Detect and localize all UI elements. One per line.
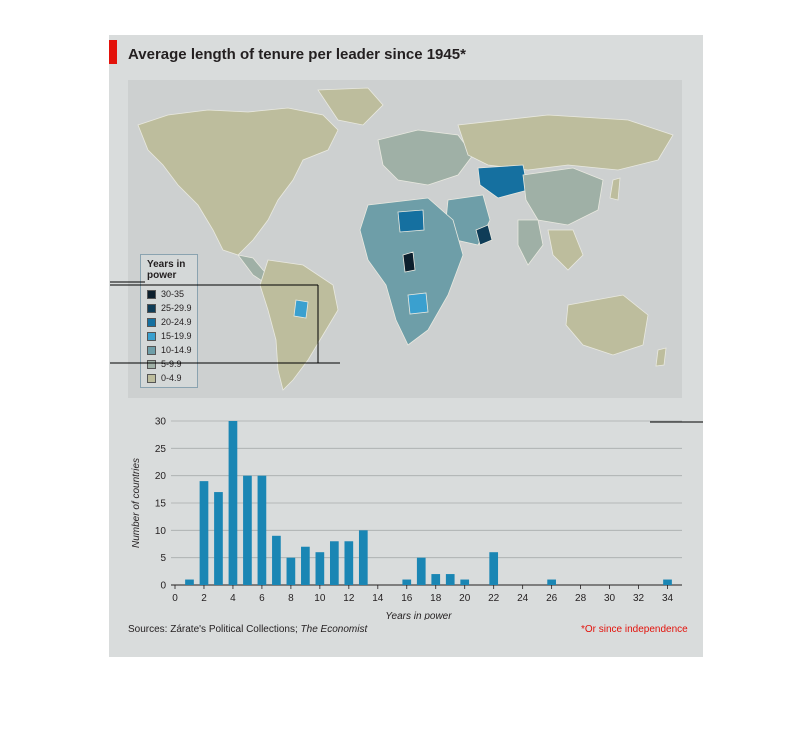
map-russia (457, 114, 674, 171)
map-japan (609, 177, 621, 201)
bar (358, 530, 368, 585)
x-tick-label: 28 (575, 593, 587, 604)
bar (286, 557, 296, 585)
map-angola (407, 292, 429, 315)
x-tick-label: 0 (172, 593, 178, 604)
bar (460, 579, 470, 585)
y-tick-label: 5 (160, 553, 166, 564)
bar (547, 579, 556, 585)
legend-label: 25-29.9 (161, 303, 192, 313)
map-north-america (137, 107, 339, 256)
bar (445, 574, 455, 585)
x-tick-label: 6 (259, 593, 265, 604)
map-new-zealand (655, 347, 667, 367)
legend-swatch (147, 331, 156, 341)
y-tick-label: 15 (155, 499, 167, 510)
legend-item: 10-14.9 (147, 343, 197, 357)
bar (185, 579, 194, 585)
x-tick-label: 24 (517, 593, 529, 604)
legend-label: 10-14.9 (161, 345, 192, 355)
x-tick-label: 14 (372, 593, 384, 604)
legend-title-line1: Years in (147, 259, 186, 270)
legend-item: 25-29.9 (147, 301, 197, 315)
map-cameroon (402, 251, 416, 273)
bar (301, 546, 310, 585)
bar (344, 541, 354, 585)
x-tick-label: 32 (633, 593, 645, 604)
bar (257, 475, 267, 585)
y-tick-label: 25 (155, 444, 167, 455)
bar (329, 541, 339, 585)
y-tick-label: 0 (160, 581, 166, 592)
map-europe (377, 129, 474, 186)
legend-swatch (147, 289, 156, 299)
map-greenland (317, 87, 384, 126)
bar (243, 475, 252, 585)
map-southeast-asia (547, 229, 584, 271)
legend-label: 5-9.9 (161, 359, 182, 369)
bar (402, 579, 412, 585)
bar (663, 579, 672, 585)
legend-title-line2: power (147, 270, 177, 281)
x-tick-label: 18 (430, 593, 442, 604)
x-tick-label: 30 (604, 593, 616, 604)
legend-swatch (147, 303, 156, 313)
legend-item: 5-9.9 (147, 357, 197, 371)
map-libya (397, 209, 425, 233)
map-oman (475, 224, 493, 246)
legend-list: 30-35 25-29.9 20-24.9 15-19.9 10-14.9 5-9.9 0-… (147, 287, 197, 385)
footnote: *Or since independence (581, 624, 688, 635)
bar (214, 492, 223, 585)
bar (199, 481, 209, 585)
bar (228, 421, 238, 585)
x-tick-label: 34 (662, 593, 674, 604)
y-tick-label: 30 (155, 417, 167, 428)
bar (272, 535, 281, 585)
legend-label: 0-4.9 (161, 373, 182, 383)
bar (431, 574, 441, 585)
bar (489, 552, 499, 585)
legend-swatch (147, 317, 156, 327)
x-axis-label: Years in power (385, 611, 452, 620)
world-map (137, 87, 674, 391)
legend-item: 15-19.9 (147, 329, 197, 343)
map-south-america (259, 259, 339, 391)
x-tick-label: 16 (401, 593, 413, 604)
x-tick-label: 4 (230, 593, 236, 604)
map-australia (565, 294, 649, 356)
y-axis-label: Number of countries (131, 458, 142, 548)
x-tick-label: 22 (488, 593, 500, 604)
brand-tab (109, 40, 117, 64)
bar (416, 557, 426, 585)
legend-item: 30-35 (147, 287, 197, 301)
map-kazakhstan (477, 164, 529, 199)
x-tick-label: 20 (459, 593, 471, 604)
sources-prefix: Sources: Zárate's Political Collections; (128, 624, 301, 635)
map-india (517, 219, 544, 266)
chart-title: Average length of tenure per leader sinc… (128, 46, 466, 63)
map-paraguay (293, 299, 309, 319)
map-africa (359, 197, 464, 346)
x-tick-label: 12 (343, 593, 355, 604)
legend-swatch (147, 345, 156, 355)
legend-label: 30-35 (161, 289, 185, 299)
y-tick-label: 20 (155, 471, 167, 482)
legend-swatch (147, 373, 156, 383)
legend-label: 20-24.9 (161, 317, 192, 327)
sources-note: Sources: Zárate's Political Collections;… (128, 624, 367, 635)
x-tick-label: 2 (201, 593, 207, 604)
legend-swatch (147, 359, 156, 369)
y-tick-label: 10 (155, 526, 167, 537)
x-tick-label: 8 (288, 593, 294, 604)
legend-label: 15-19.9 (161, 331, 192, 341)
x-tick-label: 26 (546, 593, 558, 604)
bar (315, 552, 325, 585)
sources-italic: The Economist (300, 624, 368, 635)
legend-item: 20-24.9 (147, 315, 197, 329)
legend-item: 0-4.9 (147, 371, 197, 385)
map-legend: Years in power 30-35 25-29.9 20-24.9 15-19.… (140, 254, 198, 388)
x-tick-label: 10 (314, 593, 326, 604)
map-china (522, 167, 604, 226)
